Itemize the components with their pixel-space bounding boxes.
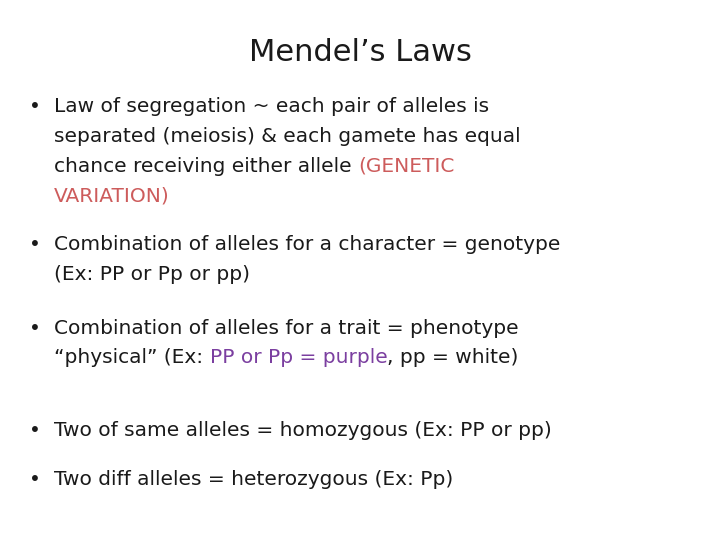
Text: •: • [29, 470, 40, 489]
Text: •: • [29, 97, 40, 116]
Text: Mendel’s Laws: Mendel’s Laws [248, 38, 472, 67]
Text: Combination of alleles for a trait = phenotype: Combination of alleles for a trait = phe… [54, 319, 518, 338]
Text: •: • [29, 235, 40, 254]
Text: Law of segregation ~ each pair of alleles is: Law of segregation ~ each pair of allele… [54, 97, 489, 116]
Text: PP or Pp = purple: PP or Pp = purple [210, 348, 387, 367]
Text: •: • [29, 421, 40, 440]
Text: Two diff alleles = heterozygous (Ex: Pp): Two diff alleles = heterozygous (Ex: Pp) [54, 470, 454, 489]
Text: “physical” (Ex:: “physical” (Ex: [54, 348, 210, 367]
Text: Combination of alleles for a character = genotype: Combination of alleles for a character =… [54, 235, 560, 254]
Text: Two of same alleles = homozygous (Ex: PP or pp): Two of same alleles = homozygous (Ex: PP… [54, 421, 552, 440]
Text: VARIATION): VARIATION) [54, 186, 170, 205]
Text: , pp = white): , pp = white) [387, 348, 518, 367]
Text: (GENETIC: (GENETIC [358, 157, 454, 176]
Text: separated (meiosis) & each gamete has equal: separated (meiosis) & each gamete has eq… [54, 127, 521, 146]
Text: chance receiving either allele: chance receiving either allele [54, 157, 358, 176]
Text: •: • [29, 319, 40, 338]
Text: (Ex: PP or Pp or pp): (Ex: PP or Pp or pp) [54, 265, 250, 284]
